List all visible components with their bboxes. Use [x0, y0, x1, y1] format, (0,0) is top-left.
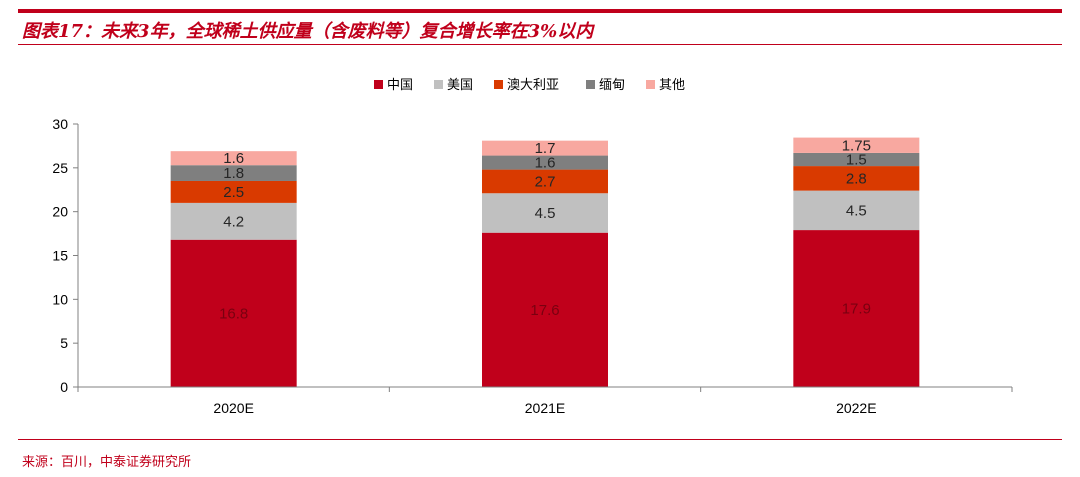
x-tick-label: 2022E — [836, 400, 876, 416]
data-label: 17.9 — [842, 301, 871, 318]
chart-bars: 16.84.22.51.81.617.64.52.71.61.717.94.52… — [170, 137, 920, 387]
data-label: 4.5 — [535, 205, 556, 222]
bar-segment — [482, 193, 608, 233]
figure-title: 图表17：未来3年，全球稀土供应量（含废料等）复合增长率在3%以内 — [22, 21, 594, 42]
bar-segment — [482, 140, 608, 156]
legend-swatch — [494, 80, 503, 89]
y-axis: 0 5 10 15 20 25 30 — [52, 116, 79, 395]
legend-label: 中国 — [387, 78, 413, 93]
bar-segment — [482, 169, 608, 194]
bar-segment — [482, 232, 608, 387]
x-tick-label: 2020E — [213, 400, 253, 416]
bar-segment — [170, 239, 297, 387]
bar-segment — [793, 137, 920, 153]
bar-segment — [170, 151, 297, 166]
y-tick-label: 15 — [52, 248, 68, 264]
chart-legend: 中国 美国 澳大利亚 缅甸 其他 — [374, 77, 685, 93]
bar-segment — [793, 166, 920, 191]
data-label: 1.75 — [842, 137, 871, 154]
legend-label: 美国 — [447, 78, 473, 93]
data-label: 2.5 — [223, 184, 244, 201]
footer-rule — [18, 439, 1062, 440]
data-label: 1.6 — [535, 155, 556, 172]
bar-segment — [793, 230, 920, 387]
data-label: 2.8 — [846, 170, 867, 187]
y-tick-label: 5 — [60, 335, 68, 351]
header-rule — [18, 9, 1062, 13]
data-label: 16.8 — [219, 305, 248, 322]
source-note: 来源：百川，中泰证券研究所 — [22, 455, 192, 470]
legend-swatch — [646, 80, 655, 89]
x-tick-label: 2021E — [525, 400, 565, 416]
legend-swatch — [374, 80, 383, 89]
data-label: 1.6 — [223, 150, 244, 167]
y-tick-label: 30 — [52, 116, 68, 132]
title-rule — [18, 44, 1062, 45]
y-tick-label: 25 — [52, 160, 68, 176]
data-label: 4.2 — [223, 213, 244, 230]
legend-label: 缅甸 — [599, 78, 625, 93]
y-tick-label: 0 — [60, 379, 68, 395]
legend-swatch — [586, 80, 595, 89]
data-label: 4.5 — [846, 202, 867, 219]
bar-segment — [170, 165, 297, 181]
legend-label: 澳大利亚 — [507, 77, 559, 93]
y-tick-label: 10 — [52, 291, 68, 307]
bar-segment — [482, 155, 608, 170]
bar-segment — [170, 180, 297, 203]
data-label: 17.6 — [530, 302, 559, 319]
y-tick-label: 20 — [52, 204, 68, 220]
legend-swatch — [434, 80, 443, 89]
bar-segment — [793, 190, 920, 231]
data-label: 1.5 — [846, 152, 867, 169]
data-label: 1.7 — [535, 140, 556, 157]
bar-segment — [793, 152, 920, 167]
data-label: 2.7 — [535, 173, 556, 190]
legend-label: 其他 — [659, 78, 685, 93]
bar-segment — [170, 202, 297, 240]
data-label: 1.8 — [223, 165, 244, 182]
x-axis: 2020E 2021E 2022E — [77, 386, 1013, 416]
